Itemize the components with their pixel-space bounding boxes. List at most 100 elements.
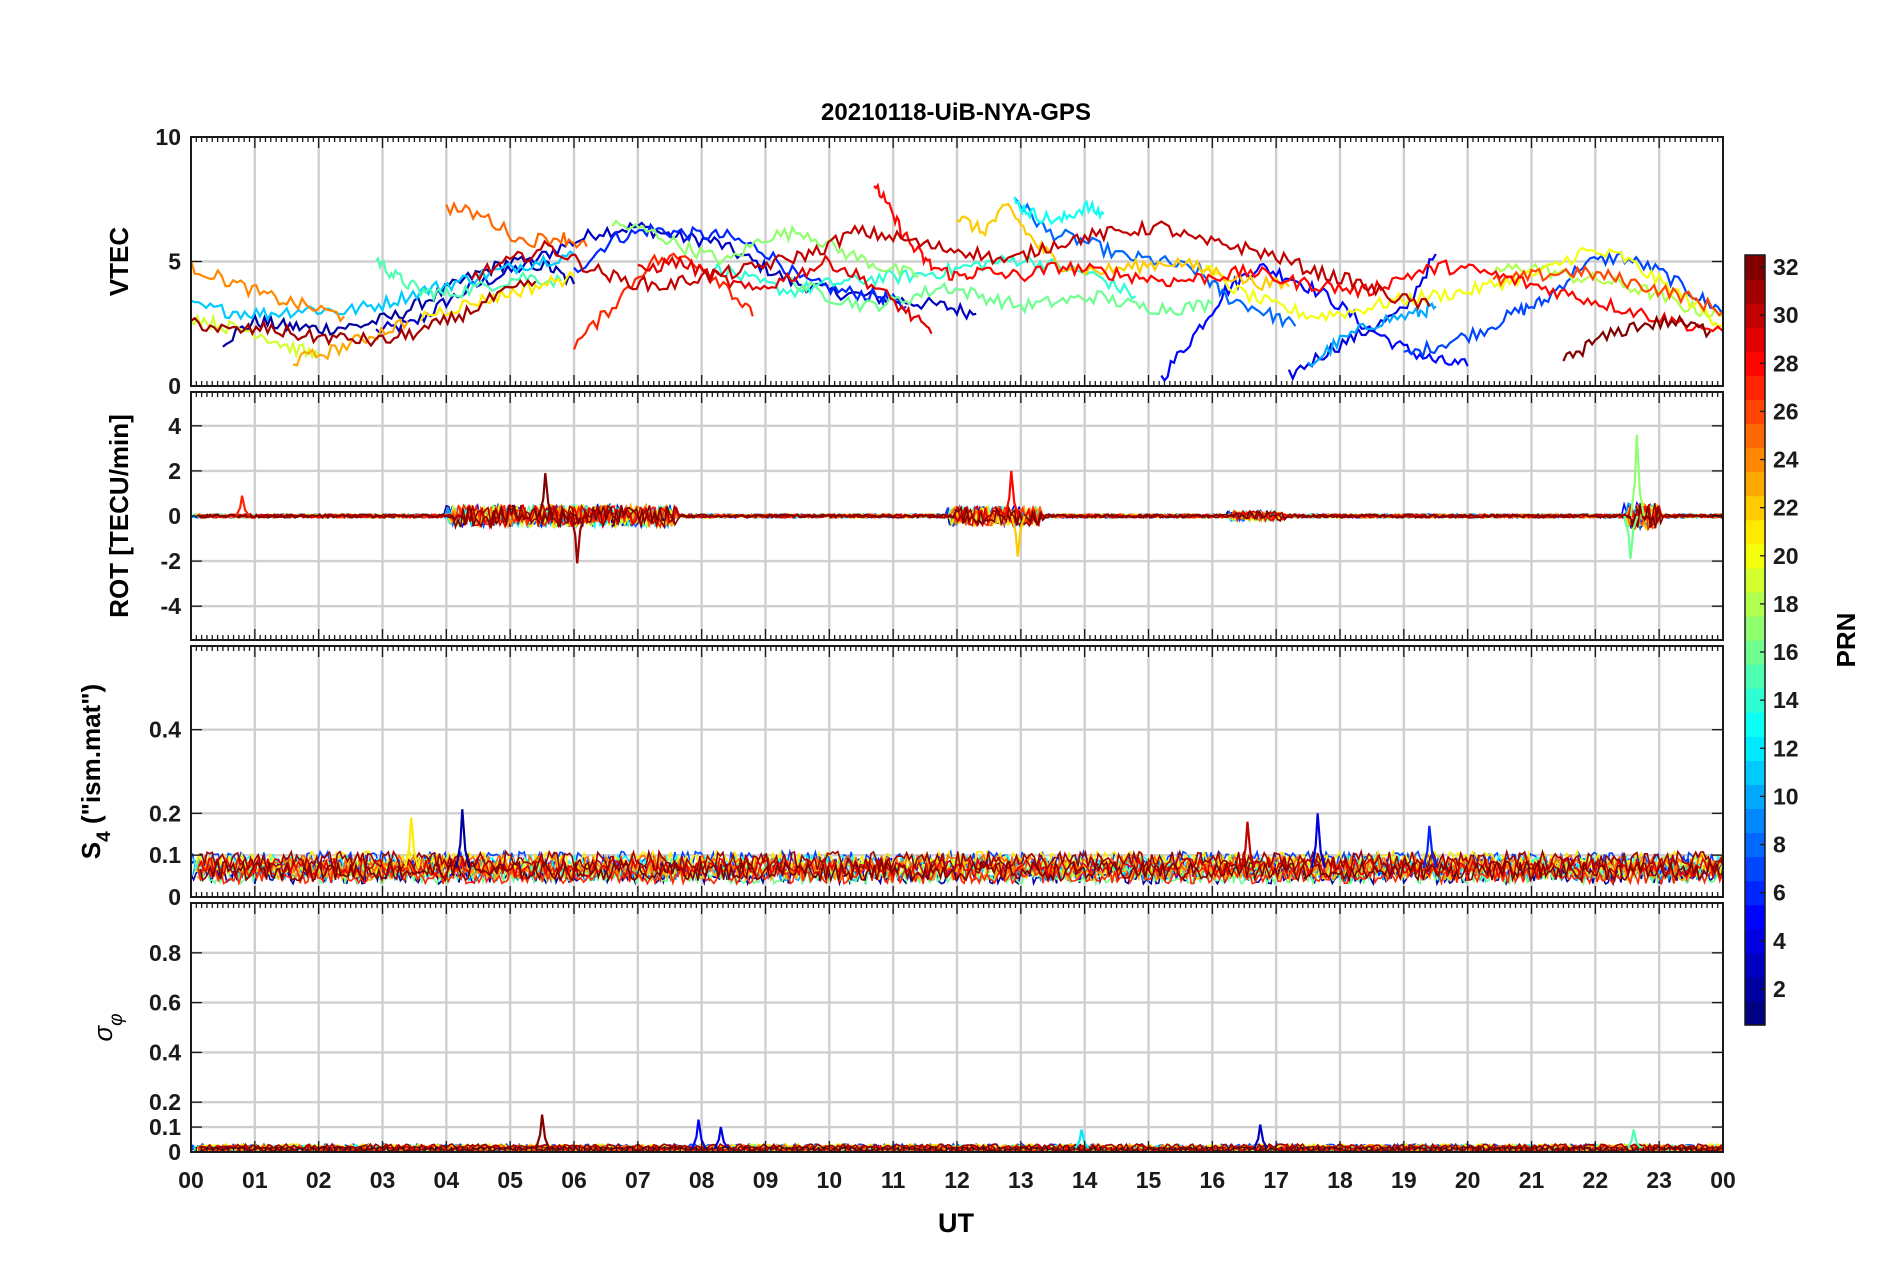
x-tick-label: 09 <box>753 1167 779 1193</box>
vtec-series-prn-22 <box>956 202 1290 292</box>
colorbar-swatch <box>1745 952 1765 978</box>
colorbar-swatch <box>1745 399 1765 425</box>
vtec-series-prn-31 <box>190 278 537 348</box>
peak-prn-6 <box>1422 825 1438 869</box>
vtec-series-prn-19 <box>190 312 320 360</box>
vtec-series-prn-17 <box>611 219 919 278</box>
peak-prn-27 <box>235 495 250 517</box>
y-axis-label-main: σ <box>88 1025 118 1042</box>
panel-0: 0 5 10 VTEC <box>104 124 1724 399</box>
colorbar-tick-label: 12 <box>1773 735 1799 761</box>
vtec-series-prn-5 <box>1160 262 1469 383</box>
y-axis-label-rest: ("ism.mat") <box>76 684 106 831</box>
chart-title: 20210118-UiB-NYA-GPS <box>821 99 1091 126</box>
peak-prn-15 <box>1626 1129 1642 1149</box>
x-tick-label: 17 <box>1263 1167 1289 1193</box>
vtec-series-prn-21 <box>419 270 575 322</box>
y-axis-label-main: S <box>76 842 106 859</box>
colorbar-tick-label: 18 <box>1773 591 1799 617</box>
vtec-series-prn-32 <box>1562 313 1712 362</box>
colorbar-swatch <box>1745 856 1765 882</box>
colorbar-swatch <box>1745 351 1765 376</box>
y-tick-label: -2 <box>161 548 181 574</box>
vtec-series-prn-18 <box>1492 262 1724 319</box>
colorbar-swatch <box>1745 640 1765 665</box>
y-tick-label: 0 <box>168 1139 181 1165</box>
vtec-series-prn-4 <box>1287 253 1437 382</box>
series-prn-31 <box>199 848 1724 874</box>
vtec-series-prn-23 <box>292 318 409 367</box>
vtec-series-prn-16 <box>790 276 1214 316</box>
y-axis-label-sub: φ <box>106 1013 127 1025</box>
colorbar-swatch <box>1745 519 1765 545</box>
colorbar-tick-label: 10 <box>1773 783 1799 809</box>
x-tick-label: 22 <box>1583 1167 1609 1193</box>
colorbar-swatch <box>1745 543 1765 569</box>
vtec-series-prn-7 <box>1403 250 1724 359</box>
panel-frame <box>190 645 1724 898</box>
vtec-series-prn-28 <box>873 182 1724 333</box>
colorbar-swatch <box>1745 615 1765 641</box>
x-tick-label: 11 <box>881 1167 906 1193</box>
panel-1-data <box>190 434 1724 564</box>
peak-prn-32 <box>535 1114 551 1149</box>
colorbar-tick-label: 26 <box>1773 398 1799 424</box>
colorbar-frame <box>1744 254 1766 1026</box>
x-tick-label: 01 <box>242 1167 268 1193</box>
series-prn-27 <box>197 862 1724 887</box>
y-axis-label-sub: 4 <box>94 831 115 842</box>
colorbar-swatch <box>1745 688 1765 713</box>
colorbar-swatch <box>1745 495 1765 521</box>
x-tick-label: 00 <box>178 1167 204 1193</box>
colorbar-swatch <box>1745 279 1765 304</box>
y-tick-label: 0.6 <box>149 990 181 1016</box>
vtec-series-prn-30 <box>470 218 1431 311</box>
colorbar-tick-label: 22 <box>1773 495 1799 521</box>
colorbar-swatch <box>1745 591 1765 617</box>
y-tick-label: 0.8 <box>149 940 181 966</box>
colorbar-swatch <box>1745 664 1765 689</box>
panel-1: -4 -2 0 2 4 ROT [TECU/min] <box>104 391 1724 641</box>
colorbar-swatch <box>1745 447 1765 473</box>
x-tick-label: 10 <box>817 1167 843 1193</box>
x-tick-label: 19 <box>1391 1167 1417 1193</box>
x-tick-label: 16 <box>1200 1167 1226 1193</box>
colorbar-tick-label: 14 <box>1773 687 1799 713</box>
x-axis-label: UT <box>938 1208 974 1238</box>
peak-prn-31 <box>570 515 586 564</box>
colorbar-swatch <box>1745 760 1765 785</box>
colorbar-swatch <box>1745 303 1765 328</box>
panel-frame <box>190 391 1724 641</box>
peak-prn-28 <box>1004 470 1020 517</box>
y-tick-label: 0.2 <box>149 1089 181 1115</box>
x-tick-label: 06 <box>561 1167 587 1193</box>
y-tick-label: 0.4 <box>149 717 181 743</box>
peak-prn-30 <box>1240 821 1256 869</box>
peak-prn-4 <box>1310 813 1326 868</box>
colorbar-tick-label: 8 <box>1773 832 1786 858</box>
colorbar-swatch <box>1745 832 1765 858</box>
y-tick-label: 5 <box>168 249 181 275</box>
colorbar-swatch <box>1745 327 1765 352</box>
peak-prn-4 <box>713 1126 729 1149</box>
x-tick-label: 02 <box>306 1167 332 1193</box>
vtec-series-prn-15 <box>375 256 563 303</box>
colorbar-label: PRN <box>1831 613 1861 668</box>
colorbar-swatch <box>1745 1000 1765 1026</box>
panel-2-data <box>190 809 1724 887</box>
x-tick-label: 21 <box>1519 1167 1545 1193</box>
vtec-series-prn-26 <box>1492 264 1724 317</box>
y-axis-label: S4 ("ism.mat") <box>76 684 115 859</box>
x-tick-label: 18 <box>1327 1167 1353 1193</box>
colorbar-swatch <box>1745 712 1765 737</box>
colorbar-swatch <box>1745 784 1765 810</box>
peak-prn-12 <box>1074 1129 1090 1149</box>
vtec-series-prn-29 <box>637 254 933 335</box>
colorbar-swatch <box>1745 255 1765 280</box>
vtec-series-prn-25 <box>445 200 588 249</box>
colorbar-swatch <box>1745 880 1765 906</box>
colorbar-swatch <box>1745 567 1765 593</box>
vtec-series-prn-27 <box>572 252 754 350</box>
y-tick-label: 0.2 <box>149 800 181 826</box>
